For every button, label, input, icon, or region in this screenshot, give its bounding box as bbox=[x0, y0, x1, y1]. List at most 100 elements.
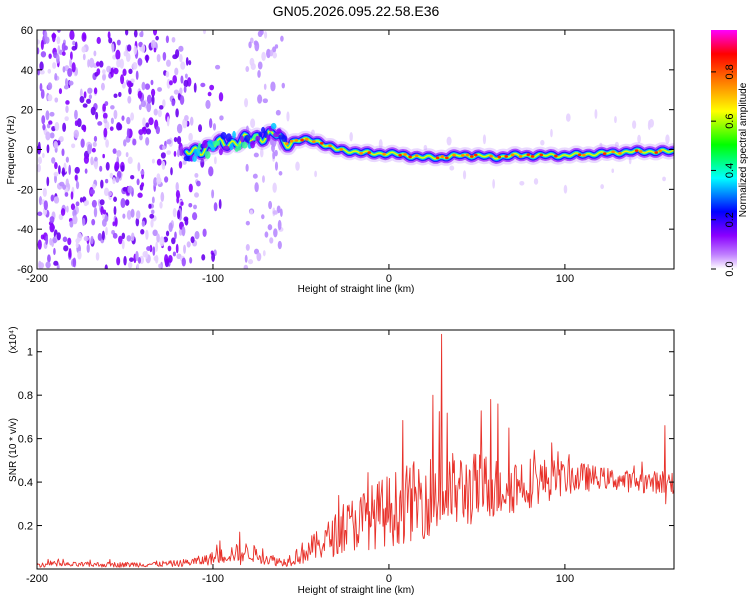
noise-blob bbox=[257, 61, 263, 70]
noise-blob bbox=[594, 108, 598, 119]
noise-blob bbox=[89, 189, 95, 195]
noise-blob bbox=[141, 220, 146, 227]
snr-y-multiplier: (x10⁴) bbox=[8, 326, 19, 353]
noise-blob bbox=[102, 209, 107, 215]
noise-blob bbox=[57, 30, 61, 33]
noise-blob bbox=[71, 45, 77, 51]
noise-blob bbox=[40, 234, 45, 240]
noise-blob bbox=[244, 97, 249, 108]
noise-blob bbox=[47, 254, 51, 263]
noise-blob bbox=[42, 187, 47, 197]
noise-blob bbox=[53, 140, 58, 149]
noise-blob bbox=[628, 157, 632, 165]
noise-blob bbox=[120, 197, 126, 209]
noise-blob bbox=[69, 51, 73, 61]
noise-blob bbox=[88, 94, 93, 100]
noise-blob bbox=[156, 158, 162, 166]
noise-blob bbox=[102, 69, 106, 75]
noise-blob bbox=[159, 201, 163, 209]
noise-blob bbox=[79, 197, 83, 203]
noise-blob bbox=[130, 232, 135, 242]
noise-blob bbox=[278, 171, 283, 176]
noise-blob bbox=[218, 92, 224, 102]
noise-blob bbox=[172, 75, 178, 84]
noise-blob bbox=[52, 62, 57, 69]
noise-blob bbox=[173, 137, 178, 143]
noise-blob bbox=[179, 87, 183, 95]
noise-blob bbox=[128, 68, 133, 75]
noise-blob bbox=[68, 164, 71, 175]
ridge-blob bbox=[281, 135, 288, 143]
noise-blob bbox=[73, 129, 79, 139]
noise-blob bbox=[87, 144, 92, 155]
noise-blob bbox=[261, 214, 265, 220]
noise-blob bbox=[51, 157, 56, 164]
noise-blob bbox=[153, 47, 157, 53]
noise-blob bbox=[46, 123, 51, 129]
y-tick-label: 0.8 bbox=[18, 390, 33, 402]
noise-blob bbox=[188, 60, 192, 66]
ridge-blob bbox=[244, 134, 251, 143]
noise-blob bbox=[599, 142, 603, 148]
noise-blob bbox=[170, 167, 173, 176]
ridge-blob bbox=[261, 126, 266, 134]
noise-blob bbox=[104, 264, 108, 269]
ridge-blob bbox=[241, 141, 248, 149]
x-tick-label: 100 bbox=[556, 573, 574, 585]
noise-blob bbox=[125, 30, 129, 36]
ridge-blob bbox=[240, 135, 244, 143]
noise-blob bbox=[45, 235, 49, 245]
noise-blob bbox=[113, 93, 118, 99]
noise-blob bbox=[171, 99, 176, 107]
spectrogram-ridge-layer bbox=[179, 122, 674, 167]
noise-blob bbox=[59, 181, 65, 187]
noise-blob bbox=[149, 213, 155, 219]
noise-blob bbox=[83, 91, 87, 99]
noise-blob bbox=[167, 245, 172, 252]
noise-blob bbox=[49, 111, 55, 117]
noise-blob bbox=[533, 178, 539, 185]
snr-series-line bbox=[37, 333, 674, 568]
noise-blob bbox=[274, 161, 279, 171]
noise-blob bbox=[164, 254, 169, 264]
noise-blob bbox=[123, 139, 127, 147]
noise-blob bbox=[145, 122, 150, 128]
noise-blob bbox=[95, 111, 99, 120]
noise-blob bbox=[193, 204, 197, 210]
noise-blob bbox=[250, 118, 256, 129]
noise-blob bbox=[248, 41, 252, 49]
ridge-peak bbox=[403, 153, 407, 156]
noise-blob bbox=[211, 252, 216, 262]
noise-blob bbox=[153, 108, 158, 116]
ridge-blob bbox=[258, 131, 263, 138]
noise-blob bbox=[180, 201, 184, 206]
ridge-peak bbox=[294, 138, 299, 142]
ridge-peak bbox=[497, 155, 502, 159]
noise-blob bbox=[75, 201, 80, 207]
noise-blob bbox=[311, 129, 315, 137]
noise-blob bbox=[126, 80, 132, 88]
noise-blob bbox=[200, 158, 205, 168]
noise-blob bbox=[97, 121, 103, 126]
ridge-peak bbox=[440, 155, 445, 158]
noise-blob bbox=[637, 134, 641, 144]
noise-blob bbox=[145, 128, 152, 135]
noise-blob bbox=[155, 35, 159, 41]
ridge-blob bbox=[202, 140, 208, 149]
noise-blob bbox=[272, 210, 278, 215]
noise-blob bbox=[156, 176, 162, 185]
noise-blob bbox=[61, 42, 66, 52]
noise-blob bbox=[88, 57, 95, 68]
noise-blob bbox=[482, 134, 487, 145]
noise-blob bbox=[99, 199, 105, 206]
noise-blob bbox=[70, 203, 76, 211]
noise-blob bbox=[106, 65, 112, 73]
noise-blob bbox=[76, 118, 82, 128]
noise-blob bbox=[40, 39, 44, 50]
noise-blob bbox=[174, 67, 179, 76]
noise-blob bbox=[166, 150, 172, 155]
noise-blob bbox=[253, 152, 259, 158]
ridge-peak bbox=[339, 148, 343, 151]
colorbar-tick-label: 0.0 bbox=[724, 261, 736, 276]
snr-x-label: Height of straight line (km) bbox=[298, 585, 415, 596]
